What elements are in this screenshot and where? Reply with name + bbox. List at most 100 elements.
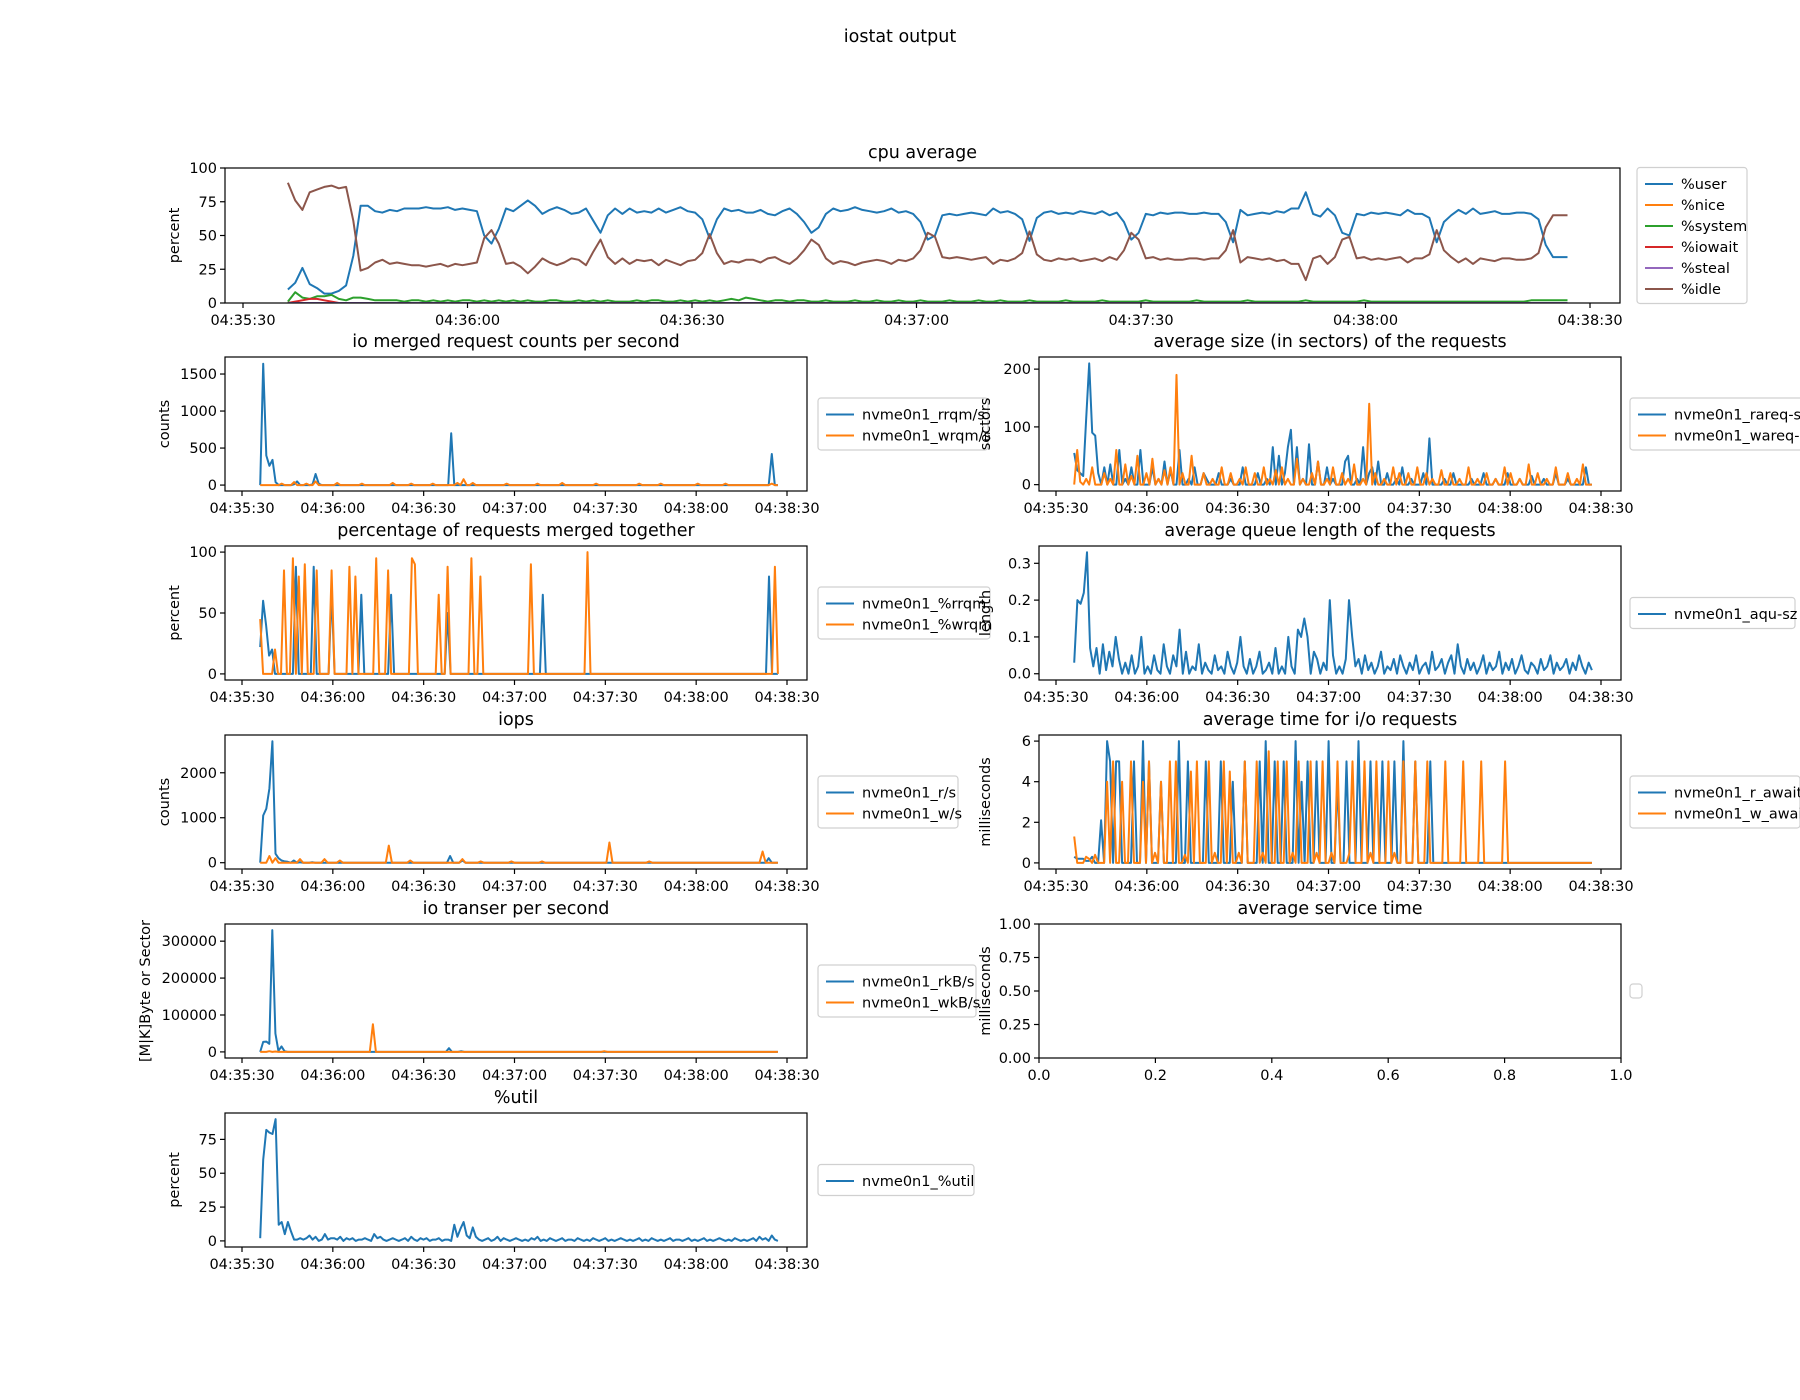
cpu-series-3	[287, 297, 1568, 303]
util-ytick-label: 25	[199, 1200, 217, 1216]
await-legend-label-1: nvme0n1_w_await	[1674, 807, 1800, 823]
avgsize-xtick-label: 04:38:00	[1478, 501, 1543, 517]
pctmerged-legend-label-0: nvme0n1_%rrqm	[862, 597, 986, 613]
util-frame	[224, 1112, 808, 1248]
panel-iops: iops 0 1000 2000 04:35:30 04:36:00 04:36:30 04:…	[157, 710, 962, 895]
merged-legend: nvme0n1_rrqm/s nvme0n1_wrqm/s	[817, 397, 991, 451]
util-legend: nvme0n1_%util	[817, 1163, 975, 1197]
transfer-frame	[224, 923, 808, 1059]
avgsize-legend-label-1: nvme0n1_wareq-sz	[1674, 429, 1800, 445]
util-xtick-label: 04:38:00	[664, 1257, 729, 1273]
util-ytick-label: 50	[199, 1166, 217, 1182]
avgsize-ytick-label: 0	[1022, 478, 1031, 494]
cpu-xtick-label: 04:37:30	[1108, 313, 1173, 329]
cpu-legend-label-2: %system	[1681, 219, 1747, 235]
panel-queue: average queue length of the requests 0.0 0…	[978, 521, 1797, 706]
util-xtick-label: 04:37:30	[573, 1257, 638, 1273]
util-title: %util	[494, 1088, 538, 1108]
cpu-ytick-label: 50	[199, 229, 217, 245]
transfer-xtick-label: 04:38:30	[754, 1068, 819, 1084]
queue-xtick-label: 04:35:30	[1023, 690, 1088, 706]
merged-xtick-label: 04:38:30	[754, 501, 819, 517]
pctmerged-xtick-label: 04:38:00	[664, 690, 729, 706]
transfer-ytick-label: 100000	[162, 1008, 217, 1024]
cpu-series-2	[287, 291, 1568, 303]
pctmerged-ytick-label: 50	[199, 606, 217, 622]
pctmerged-series-1	[259, 551, 779, 675]
queue-legend: nvme0n1_aqu-sz	[1629, 596, 1797, 630]
await-ylabel: milliseconds	[978, 757, 994, 847]
iops-xtick-label: 04:37:30	[573, 879, 638, 895]
iops-xtick-label: 04:36:30	[391, 879, 456, 895]
util-ylabel: percent	[167, 1152, 183, 1208]
merged-title: io merged request counts per second	[352, 332, 680, 352]
await-legend-label-0: nvme0n1_r_await	[1674, 786, 1800, 802]
await-series-1	[1073, 750, 1592, 864]
avgsize-legend-label-0: nvme0n1_rareq-sz	[1674, 408, 1800, 424]
util-ytick-label: 0	[208, 1234, 217, 1250]
await-xtick-label: 04:36:00	[1114, 879, 1179, 895]
transfer-xtick-label: 04:35:30	[209, 1068, 274, 1084]
cpu-legend-label-1: %nice	[1681, 198, 1725, 214]
await-ytick-label: 2	[1022, 815, 1031, 831]
svctm-ytick-label: 0.25	[999, 1018, 1031, 1034]
await-legend: nvme0n1_r_await nvme0n1_w_await	[1629, 775, 1800, 829]
merged-ytick-label: 1000	[180, 404, 217, 420]
iops-xtick-label: 04:35:30	[209, 879, 274, 895]
iops-ylabel: counts	[157, 778, 173, 826]
transfer-legend: nvme0n1_rkB/s nvme0n1_wkB/s	[817, 964, 980, 1018]
panel-svctm: average service time0.000.250.500.751.00…	[978, 899, 1643, 1084]
pctmerged-xtick-label: 04:37:30	[573, 690, 638, 706]
cpu-legend-label-4: %steal	[1681, 261, 1730, 277]
transfer-title: io transer per second	[423, 899, 610, 919]
avgsize-xtick-label: 04:37:30	[1387, 501, 1452, 517]
queue-frame	[1038, 545, 1622, 681]
avgsize-ytick-label: 200	[1003, 362, 1031, 378]
queue-xtick-label: 04:38:30	[1568, 690, 1633, 706]
svctm-legend	[1629, 983, 1643, 999]
cpu-legend-label-0: %user	[1681, 177, 1726, 193]
avgsize-legend: nvme0n1_rareq-sz nvme0n1_wareq-sz	[1629, 397, 1800, 451]
iops-xtick-label: 04:37:00	[482, 879, 547, 895]
iops-xtick-label: 04:36:00	[300, 879, 365, 895]
cpu-series-0	[287, 191, 1568, 295]
transfer-xtick-label: 04:36:30	[391, 1068, 456, 1084]
merged-legend-label-0: nvme0n1_rrqm/s	[862, 408, 985, 424]
svctm-ytick-label: 0.75	[999, 951, 1031, 967]
queue-title: average queue length of the requests	[1164, 521, 1495, 541]
iops-ytick-label: 1000	[180, 811, 217, 827]
util-xtick-label: 04:36:00	[300, 1257, 365, 1273]
cpu-ytick-label: 0	[208, 296, 217, 312]
svctm-ytick-label: 1.00	[999, 917, 1031, 933]
avgsize-title: average size (in sectors) of the request…	[1153, 332, 1506, 352]
util-xtick-label: 04:36:30	[391, 1257, 456, 1273]
svctm-xtick-label: 0.2	[1144, 1068, 1167, 1084]
cpu-ytick-label: 75	[199, 195, 217, 211]
panel-transfer: io transer per second 0 100000 200000 300000…	[138, 899, 980, 1084]
util-xtick-label: 04:37:00	[482, 1257, 547, 1273]
cpu-xtick-label: 04:36:00	[435, 313, 500, 329]
cpu-xtick-label: 04:38:30	[1557, 313, 1622, 329]
merged-frame	[224, 356, 808, 492]
await-xtick-label: 04:36:30	[1205, 879, 1270, 895]
merged-series-1	[260, 478, 778, 487]
await-ytick-label: 0	[1022, 856, 1031, 872]
panel-util: %util 0 25 50 75 04:35:30 04:36:00 04:36:30 04:3…	[167, 1088, 975, 1273]
cpu-legend: %user %nice %system %iowait %steal %idle	[1636, 166, 1748, 305]
iops-legend-label-0: nvme0n1_r/s	[862, 786, 956, 802]
pctmerged-legend: nvme0n1_%rrqm nvme0n1_%wrqm	[817, 586, 992, 640]
queue-xtick-label: 04:37:30	[1387, 690, 1452, 706]
svctm-xtick-label: 0.4	[1260, 1068, 1283, 1084]
pctmerged-xtick-label: 04:37:00	[482, 690, 547, 706]
transfer-ytick-label: 200000	[162, 971, 217, 987]
iops-title: iops	[498, 710, 534, 730]
merged-legend-label-1: nvme0n1_wrqm/s	[862, 429, 991, 445]
transfer-xtick-label: 04:38:00	[664, 1068, 729, 1084]
iops-ytick-label: 0	[208, 856, 217, 872]
await-xtick-label: 04:38:30	[1568, 879, 1633, 895]
transfer-legend-label-0: nvme0n1_rkB/s	[862, 975, 974, 991]
avgsize-xtick-label: 04:36:30	[1205, 501, 1270, 517]
queue-legend-label-0: nvme0n1_aqu-sz	[1674, 607, 1797, 623]
util-series-0	[259, 1118, 779, 1242]
await-ytick-label: 6	[1022, 734, 1031, 750]
